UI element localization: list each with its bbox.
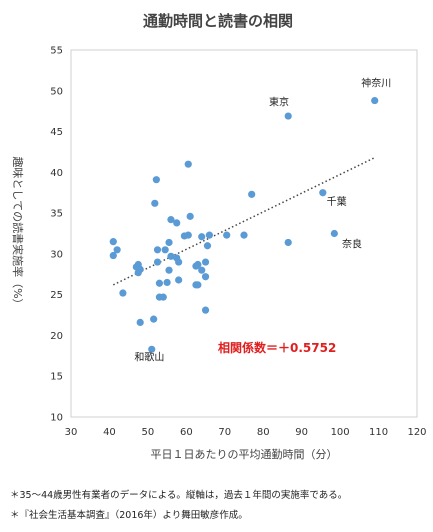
y-tick-label: 15	[50, 372, 63, 383]
data-point	[150, 315, 158, 323]
y-tick-label: 20	[50, 331, 63, 342]
y-tick-label: 40	[50, 168, 63, 179]
data-point	[136, 318, 144, 326]
data-point	[153, 258, 162, 266]
x-axis-label: 平日１日あたりの平均通勤時間（分）	[151, 448, 338, 461]
data-point	[165, 238, 173, 247]
data-point	[201, 273, 210, 281]
x-tick-label: 90	[295, 427, 308, 438]
data-point	[109, 251, 117, 260]
data-point	[159, 293, 167, 301]
data-point	[155, 279, 164, 287]
x-tick-label: 60	[180, 427, 193, 438]
data-point	[153, 246, 162, 254]
data-point	[194, 281, 202, 289]
data-point	[248, 190, 256, 198]
x-tick-label: 110	[369, 427, 388, 438]
data-point	[319, 189, 327, 197]
x-tick-label: 30	[65, 427, 78, 438]
x-tick-label: 70	[218, 427, 231, 438]
chart-title: 通勤時間と読書の相関	[143, 12, 293, 30]
data-point	[167, 252, 175, 260]
data-point	[198, 233, 206, 241]
data-point	[161, 246, 169, 254]
data-point	[175, 258, 183, 266]
data-point	[284, 238, 292, 247]
data-point	[113, 246, 121, 254]
x-tick-label: 100	[331, 427, 350, 438]
y-axis-ticks: 10 15 20 25 30 35 40 45 50 55	[50, 46, 63, 424]
point-label: 奈良	[342, 237, 362, 250]
y-tick-label: 50	[50, 86, 63, 97]
x-tick-label: 80	[257, 427, 270, 438]
trend-line	[112, 156, 376, 286]
data-point	[284, 112, 292, 120]
data-point	[163, 278, 171, 287]
footnotes: ＊35〜44歳男性有業者のデータによる。縦軸は，過去１年間の実施率である。 ＊『…	[10, 486, 430, 526]
y-tick-label: 45	[50, 127, 63, 138]
point-label: 神奈川	[361, 77, 391, 90]
data-point	[148, 345, 156, 353]
footnote-1: ＊35〜44歳男性有業者のデータによる。縦軸は，過去１年間の実施率である。	[10, 490, 348, 501]
data-point	[167, 216, 175, 224]
data-point	[203, 242, 212, 250]
y-tick-label: 25	[50, 290, 63, 301]
data-point	[151, 199, 159, 207]
data-point	[109, 238, 117, 246]
footnote-2: ＊『社会生活基本調査』（2016年）より舞田敏彦作成。	[10, 510, 248, 521]
data-point	[165, 266, 173, 274]
y-axis-label: 趣味としての読書実施率（%）	[11, 156, 25, 309]
data-point	[330, 229, 338, 238]
data-point	[184, 231, 192, 239]
data-point	[201, 258, 210, 266]
point-label: 千葉	[327, 195, 347, 208]
point-label: 和歌山	[134, 351, 164, 364]
x-tick-label: 120	[407, 427, 426, 438]
data-point	[223, 231, 231, 239]
data-point	[205, 231, 213, 239]
data-point	[134, 269, 142, 277]
scatter-chart: 通勤時間と読書の相関 10 15 20 25 30 35 40 45 50 55 30 40 50 60…	[11, 12, 427, 461]
data-point	[198, 266, 206, 274]
data-point	[194, 260, 202, 269]
data-point	[173, 219, 181, 227]
x-axis-ticks: 30 40 50 60 70 80 90 100 110 120	[65, 427, 427, 438]
y-tick-label: 10	[50, 413, 63, 424]
data-point	[186, 212, 194, 220]
y-tick-label: 55	[50, 46, 63, 57]
x-tick-label: 40	[103, 427, 116, 438]
data-point	[119, 289, 127, 297]
y-tick-label: 30	[50, 249, 63, 260]
data-point	[240, 231, 248, 239]
data-point	[371, 96, 379, 105]
plot-area	[70, 49, 418, 418]
data-point	[152, 176, 160, 184]
correlation-text: 相関係数＝＋0.5752	[218, 340, 336, 355]
data-point	[201, 306, 210, 314]
x-tick-label: 50	[142, 427, 155, 438]
y-tick-label: 35	[50, 209, 63, 220]
point-label: 東京	[269, 95, 289, 108]
data-point	[184, 160, 192, 168]
data-points	[109, 96, 379, 353]
data-point	[175, 276, 183, 284]
